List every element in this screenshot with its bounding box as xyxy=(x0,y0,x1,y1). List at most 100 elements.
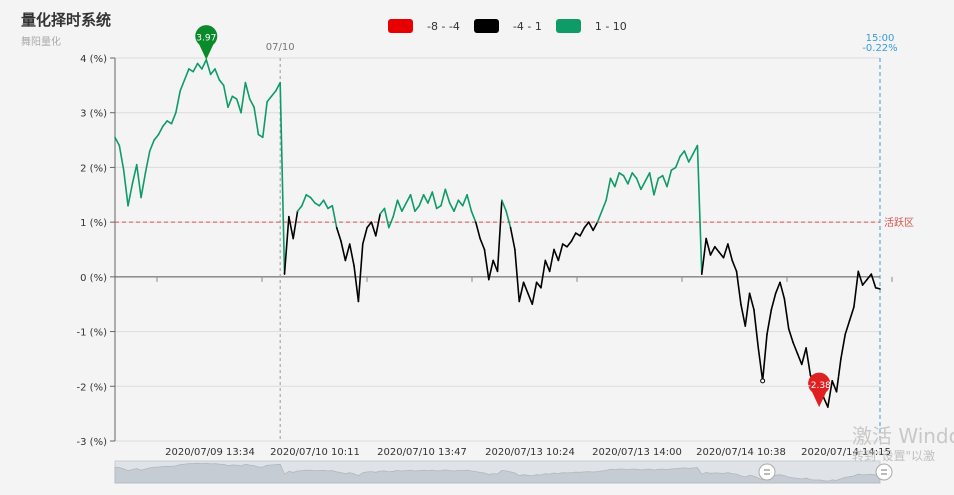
y-tick-label: 1 (%) xyxy=(80,218,107,229)
series-segment xyxy=(609,177,616,188)
series-segment xyxy=(270,90,277,98)
series-segment xyxy=(561,243,568,248)
series-segment xyxy=(127,183,134,207)
series-segment xyxy=(640,180,647,191)
legend-item-high[interactable]: 1 - 10 xyxy=(555,19,627,33)
series-segment xyxy=(435,204,442,210)
series-segment xyxy=(483,248,490,281)
series-segment xyxy=(288,215,295,240)
x-tick-label: 2020/07/13 14:00 xyxy=(592,447,682,458)
series-segment xyxy=(827,380,833,408)
series-segment xyxy=(409,193,416,212)
series-segment xyxy=(553,248,560,262)
series-segment xyxy=(466,193,473,212)
y-tick-label: 4 (%) xyxy=(80,54,107,65)
y-tick-label: 2 (%) xyxy=(80,163,107,174)
series-segment xyxy=(301,193,308,207)
series-segment xyxy=(383,207,390,229)
series-segment xyxy=(770,292,777,311)
series-segment xyxy=(540,259,547,289)
series-segment xyxy=(166,120,173,125)
series-segment xyxy=(153,133,160,141)
series-segment xyxy=(696,144,703,275)
series-segment xyxy=(418,193,425,207)
series-segment xyxy=(162,120,168,128)
series-segment xyxy=(857,270,864,286)
series-segment xyxy=(514,248,521,303)
series-segment xyxy=(405,193,412,204)
series-segment xyxy=(440,188,447,207)
series-segment xyxy=(240,81,247,114)
windows-activation-watermark: 激活 Windo xyxy=(852,424,954,448)
legend-label-mid: -4 - 1 xyxy=(512,19,542,33)
series-segment xyxy=(731,259,738,273)
min-marker-label: -2.38 xyxy=(807,381,831,391)
local-min-point xyxy=(760,378,766,384)
x-tick-label: 2020/07/10 13:47 xyxy=(377,447,467,458)
series-segment xyxy=(805,347,812,377)
legend-swatch-high xyxy=(555,19,581,33)
series-segment xyxy=(748,292,755,311)
series-segment xyxy=(522,281,529,295)
series-segment xyxy=(792,341,799,355)
series-segment xyxy=(179,79,186,92)
series-segment xyxy=(566,240,573,248)
series-segment xyxy=(453,199,460,212)
series-segment xyxy=(518,281,525,303)
series-segment xyxy=(648,172,655,196)
series-segment xyxy=(840,333,847,360)
series-segment xyxy=(574,232,581,237)
zoom-handle-left[interactable] xyxy=(758,463,776,481)
series-segment xyxy=(488,259,494,281)
series-segment xyxy=(340,240,347,262)
chart-legend: -8 - -4 -4 - 1 1 - 10 xyxy=(388,19,641,33)
series-segment xyxy=(501,199,507,212)
series-segment xyxy=(714,245,720,254)
series-segment xyxy=(535,281,542,289)
series-segment xyxy=(131,163,138,185)
series-segment xyxy=(735,270,742,306)
series-segment xyxy=(848,306,855,322)
series-segment xyxy=(661,174,668,188)
series-segment xyxy=(457,199,464,207)
series-segment xyxy=(687,152,694,163)
series-segment xyxy=(705,237,712,256)
series-segment xyxy=(861,278,868,286)
series-segment xyxy=(531,281,538,306)
series-segment xyxy=(192,62,199,73)
series-segment xyxy=(579,226,586,237)
series-segment xyxy=(479,237,486,251)
series-segment xyxy=(201,58,208,70)
series-segment xyxy=(218,79,225,87)
series-segment xyxy=(674,155,681,169)
series-segment xyxy=(318,199,325,207)
series-segment xyxy=(779,281,786,300)
x-tick-label: 2020/07/14 10:38 xyxy=(696,447,786,458)
series-segment xyxy=(431,191,438,210)
series-segment xyxy=(557,243,564,262)
y-tick-label: 0 (%) xyxy=(80,273,107,284)
series-segment xyxy=(757,347,764,382)
series-segment xyxy=(227,95,234,109)
series-segment xyxy=(214,68,221,81)
chart-title: 量化择时系统 xyxy=(21,11,112,29)
legend-item-mid[interactable]: -4 - 1 xyxy=(473,19,542,33)
series-segment xyxy=(592,221,599,232)
series-segment xyxy=(292,210,299,240)
series-segment xyxy=(331,204,338,229)
zoom-handle-right[interactable] xyxy=(875,463,893,481)
series-segment xyxy=(114,136,121,147)
series-segment xyxy=(309,196,316,204)
x-tick-label: 2020/07/09 13:34 xyxy=(165,447,255,458)
x-tick-label: 2020/07/13 10:24 xyxy=(485,447,575,458)
y-tick-label: -1 (%) xyxy=(77,328,108,339)
series-segment xyxy=(596,210,603,223)
series-segment xyxy=(118,144,125,171)
series-segment xyxy=(544,259,551,273)
legend-swatch-low xyxy=(388,19,413,33)
series-segment xyxy=(175,90,181,114)
legend-item-low[interactable]: -8 - -4 xyxy=(388,19,460,33)
series-segment xyxy=(296,204,303,212)
series-segment xyxy=(783,297,790,330)
max-marker-pin xyxy=(195,25,218,60)
